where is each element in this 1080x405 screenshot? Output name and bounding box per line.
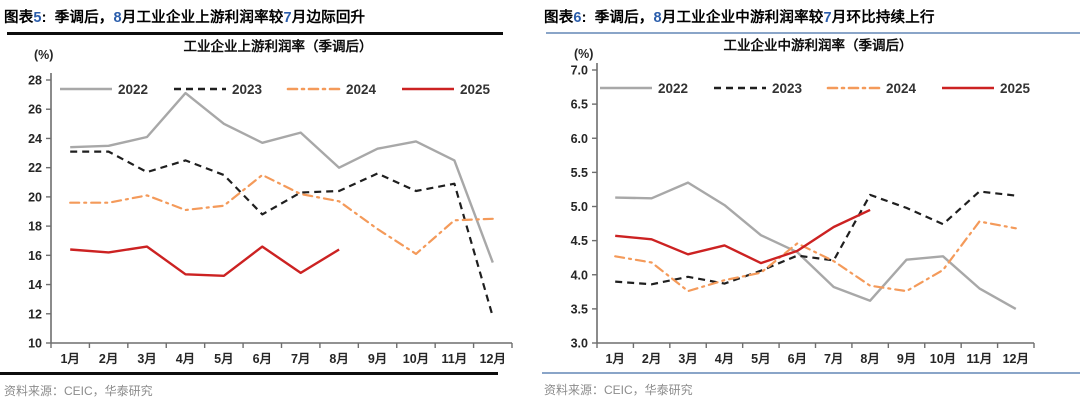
y-tick-label: 4.0 [571, 268, 588, 282]
legend-label-2024: 2024 [886, 81, 917, 96]
x-tick-label: 7月 [824, 352, 843, 366]
series-line-2024 [69, 173, 494, 255]
chart-title: 工业企业上游利润率（季调后） [184, 38, 373, 54]
x-tick-label: 9月 [368, 352, 387, 366]
legend-item-2025: 2025 [402, 82, 491, 97]
y-tick-label: 20 [28, 190, 42, 204]
x-tick-label: 7月 [291, 352, 310, 366]
x-tick-label: 10月 [930, 352, 956, 366]
series-line-2025 [70, 245, 340, 278]
x-tick-label: 1月 [60, 352, 79, 366]
chart-title: 工业企业中游利润率（季调后） [724, 37, 913, 53]
x-tick-label: 3月 [678, 352, 697, 366]
figure-6-header-rule [546, 32, 1080, 34]
y-tick-label: 10 [28, 337, 42, 351]
legend-label-2022: 2022 [658, 81, 688, 96]
figure-5-chart-area: 工业企业上游利润率（季调后） (%) 28 26 24 22 20 18 16 14 12 10 1月 2… [0, 35, 540, 372]
legend-item-2023: 2023 [174, 82, 263, 97]
y-tick-label: 24 [28, 132, 42, 146]
series-line-2022 [615, 181, 1017, 310]
legend-item-2025: 2025 [942, 81, 1031, 96]
x-tick-label: 5月 [751, 352, 770, 366]
legend-label-2023: 2023 [772, 81, 803, 96]
x-tick-label: 11月 [442, 352, 468, 366]
y-tick-label: 16 [28, 249, 42, 263]
x-tick-label: 5月 [214, 352, 233, 366]
figure-6-header: 图表6: 季调后，8月工业企业中游利润率较7月环比持续上行 [540, 0, 1080, 34]
y-tick-label: 6.5 [571, 98, 588, 112]
x-tick-label: 8月 [860, 352, 879, 366]
y-tick-label: 3.0 [571, 337, 588, 351]
figure-6-line-chart: 工业企业中游利润率（季调后） (%) 7.0 6.5 6.0 5.5 5.0 4.5 4.0 3.… [571, 37, 1035, 366]
figure-6-headline: 季调后，8月工业企业中游利润率较7月环比持续上行 [594, 10, 935, 26]
x-tick-label: 8月 [329, 352, 348, 366]
figure-5-footer: 资料来源：CEIC，华泰研究 [0, 372, 540, 403]
y-tick-label: 5.0 [571, 200, 588, 214]
y-tick-label: 7.0 [571, 64, 588, 78]
figure-6-source: 资料来源：CEIC，华泰研究 [544, 383, 693, 397]
legend-label-2024: 2024 [346, 82, 377, 97]
figure-5-header: 图表5: 季调后，8月工业企业上游利润率较7月边际回升 [0, 0, 540, 35]
figure-5-header-rule [7, 32, 503, 35]
series-line-2023 [615, 190, 1016, 286]
x-tick-label: 4月 [715, 352, 734, 366]
figure-6-label: 图表6: [544, 10, 587, 26]
legend-item-2024: 2024 [286, 82, 377, 97]
x-tick-label: 6月 [253, 352, 272, 366]
x-tick-label: 6月 [788, 352, 807, 366]
series-line-2024 [614, 220, 1017, 293]
legend: 2022 2023 2024 2025 [600, 81, 1031, 96]
y-tick-label: 3.5 [571, 302, 588, 316]
figure-6-panel: 图表6: 季调后，8月工业企业中游利润率较7月环比持续上行 工业企业中游利润率（季… [540, 0, 1080, 405]
x-tick-label: 4月 [176, 352, 195, 366]
y-tick-label: 22 [28, 161, 42, 175]
y-unit-label: (%) [574, 47, 593, 61]
legend-label-2022: 2022 [118, 82, 148, 97]
legend-label-2023: 2023 [232, 82, 263, 97]
x-tick-label: 12月 [1003, 352, 1029, 366]
x-tick-label: 9月 [897, 352, 916, 366]
series-line-2023 [70, 150, 494, 318]
legend-label-2025: 2025 [1000, 81, 1031, 96]
y-tick-label: 6.0 [571, 132, 588, 146]
x-tick-label: 12月 [480, 352, 506, 366]
x-tick-label: 11月 [967, 352, 993, 366]
x-tick-label: 2月 [99, 352, 118, 366]
series-line-2022 [70, 91, 494, 264]
figure-6-chart-area: 工业企业中游利润率（季调后） (%) 7.0 6.5 6.0 5.5 5.0 4.5 4.0 3.… [540, 34, 1080, 372]
x-tick-label: 2月 [642, 352, 661, 366]
y-tick-label: 4.5 [571, 234, 588, 248]
legend-item-2022: 2022 [60, 82, 148, 97]
y-tick-label: 5.5 [571, 166, 588, 180]
axes: 28 26 24 22 20 18 16 14 12 10 1月 2月 3月 4月 5月 6月 7月 8月 9月 10… [28, 73, 513, 366]
figure-6-footer: 资料来源：CEIC，华泰研究 [540, 372, 1080, 403]
legend-label-2025: 2025 [460, 82, 491, 97]
legend-item-2024: 2024 [826, 81, 917, 96]
figure-5-headline: 季调后，8月工业企业上游利润率较7月边际回升 [54, 10, 366, 26]
legend-item-2022: 2022 [600, 81, 688, 96]
legend: 2022 2023 2024 2025 [60, 82, 491, 97]
x-tick-label: 10月 [403, 352, 429, 366]
x-tick-label: 3月 [137, 352, 156, 366]
y-tick-label: 26 [28, 103, 42, 117]
axes: 7.0 6.5 6.0 5.5 5.0 4.5 4.0 3.5 3.0 1月 2月 3月 4月 5月 6月 7… [571, 63, 1035, 366]
y-tick-label: 14 [28, 278, 42, 292]
figure-5-label: 图表5: [4, 10, 47, 26]
y-unit-label: (%) [34, 48, 53, 62]
y-tick-label: 12 [28, 307, 42, 321]
x-tick-label: 1月 [605, 352, 624, 366]
figure-5-panel: 图表5: 季调后，8月工业企业上游利润率较7月边际回升 工业企业上游利润率（季调后… [0, 0, 540, 403]
figure-5-source: 资料来源：CEIC，华泰研究 [4, 384, 153, 398]
y-tick-label: 18 [28, 220, 42, 234]
figure-5-footer-rule [0, 372, 498, 375]
figure-6-footer-rule [542, 372, 1080, 374]
legend-item-2023: 2023 [714, 81, 803, 96]
series-line-2025 [615, 208, 871, 265]
y-tick-label: 28 [28, 74, 42, 88]
